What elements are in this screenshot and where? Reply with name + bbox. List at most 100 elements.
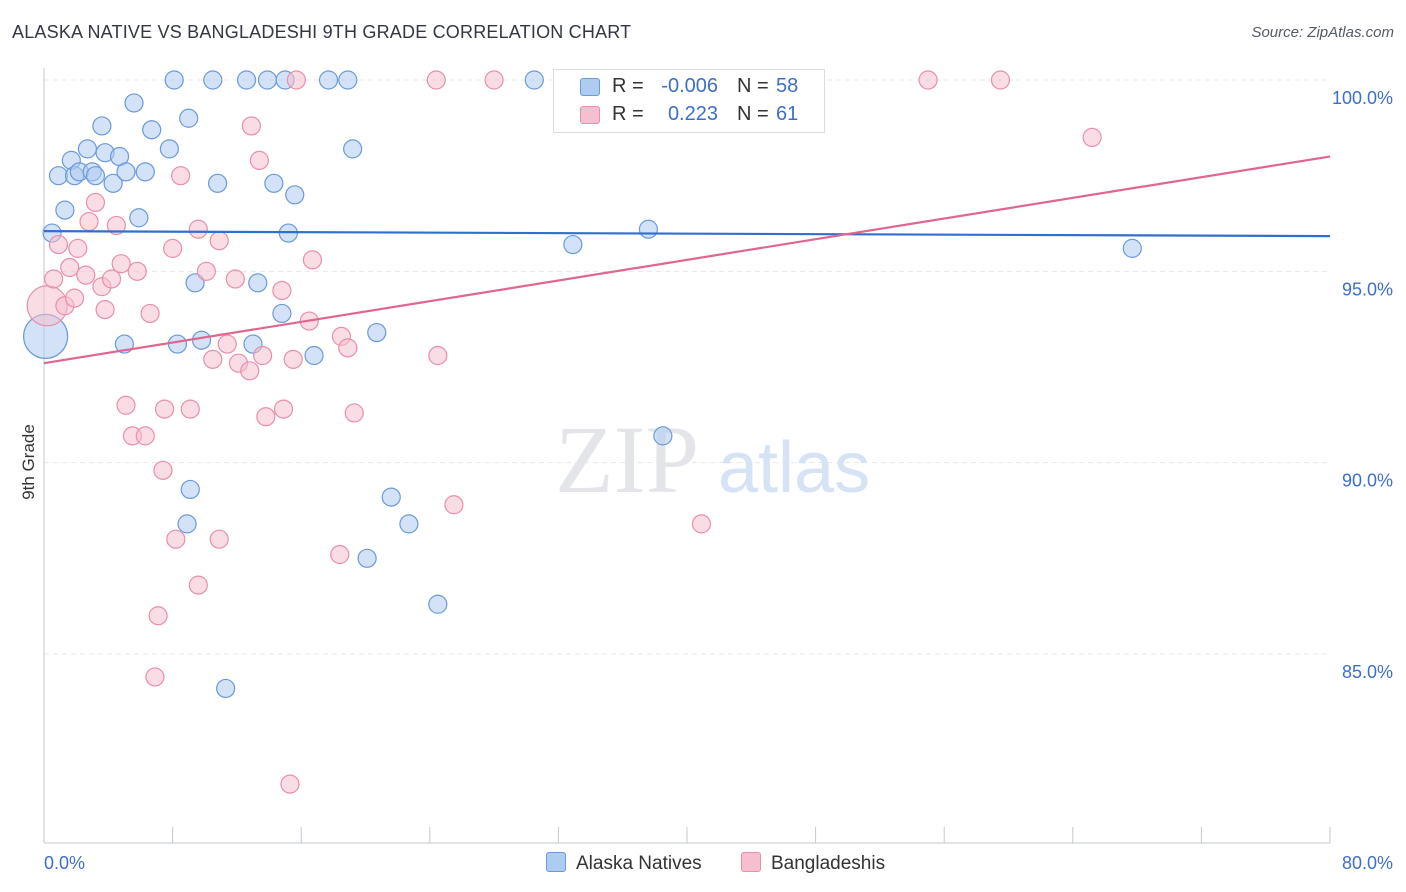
legend-n-value: 61: [776, 103, 799, 125]
bangladeshi-point: [280, 774, 300, 794]
alaska-native-point: [343, 139, 363, 159]
bangladeshi-point: [286, 70, 306, 90]
bangladeshi-point: [154, 399, 175, 419]
alaska-native-trendline: [43, 230, 1331, 238]
legend-swatch-blue: [580, 78, 600, 96]
stats-legend: R = -0.006 N = 58 R = 0.223 N = 61: [553, 69, 825, 133]
bangladeshi-point: [240, 361, 260, 381]
y-tick-label: 85.0%: [1342, 662, 1393, 682]
bangladeshi-point: [180, 399, 200, 419]
alaska-native-point: [124, 93, 144, 113]
legend-n-label: N =: [737, 75, 769, 97]
bangladeshi-point: [484, 70, 504, 90]
alaska-native-point: [159, 139, 179, 159]
alaska-native-point: [135, 162, 155, 182]
bangladeshi-point: [79, 211, 99, 232]
alaska-native-point: [216, 678, 236, 699]
legend-n-label: N =: [737, 103, 769, 125]
alaska-native-point: [318, 70, 339, 90]
legend-n-value: 58: [776, 75, 799, 97]
chart-title: ALASKA NATIVE VS BANGLADESHI 9TH GRADE C…: [12, 22, 632, 42]
bottom-legend-bangladeshis: Bangladeshis: [741, 852, 885, 875]
alaska-native-point: [272, 303, 292, 324]
bangladeshi-point: [217, 334, 237, 354]
y-tick-label: 100.0%: [1332, 88, 1393, 108]
alaska-native-point: [304, 345, 324, 366]
alaska-native-point: [164, 70, 184, 90]
bangladeshi-point: [95, 300, 115, 320]
bangladeshi-point: [241, 116, 261, 136]
alaska-native-point: [142, 120, 162, 140]
alaska-native-point: [638, 219, 659, 239]
alaska-native-point: [524, 70, 544, 90]
alaska-native-point: [357, 548, 377, 568]
bangladeshi-point: [209, 231, 229, 251]
bangladeshi-point: [85, 192, 106, 213]
bangladeshi-point: [166, 529, 186, 549]
bangladeshi-point: [302, 250, 323, 270]
alaska-native-point: [653, 426, 673, 446]
bangladeshi-point: [76, 265, 96, 285]
alaska-native-point: [103, 173, 123, 193]
legend-r-label: R =: [612, 75, 644, 97]
alaska-native-point: [381, 487, 401, 507]
alaska-native-point: [248, 273, 268, 293]
legend-r-label: R =: [612, 103, 644, 125]
bangladeshi-point: [225, 269, 245, 289]
x-tick-label: 0.0%: [44, 853, 85, 873]
bangladeshi-point: [330, 544, 350, 565]
alaska-native-point: [180, 479, 200, 500]
alaska-native-point: [264, 173, 284, 193]
alaska-native-point: [428, 594, 448, 614]
bangladeshi-point: [171, 166, 191, 186]
bangladeshi-point: [918, 70, 938, 90]
bangladeshi-trendline: [43, 155, 1331, 365]
bangladeshi-point: [140, 303, 160, 324]
bangladeshi-point: [338, 338, 358, 358]
bangladeshi-point: [209, 529, 229, 549]
bangladeshi-point: [1082, 127, 1102, 147]
bangladeshi-point: [196, 261, 216, 281]
bangladeshi-point: [48, 234, 69, 255]
bangladeshi-point: [101, 269, 122, 289]
legend-r-value: 0.223: [667, 103, 718, 125]
bangladeshi-point: [68, 238, 88, 258]
bangladeshi-point: [116, 395, 136, 415]
bangladeshi-point: [111, 254, 131, 274]
alaska-native-point: [177, 514, 197, 534]
bangladeshi-point: [691, 514, 712, 534]
bottom-legend-alaska-natives: Alaska Natives: [546, 852, 702, 875]
alaska-native-point: [167, 334, 188, 354]
x-tick-label: 80.0%: [1342, 853, 1393, 873]
alaska-native-point: [236, 70, 257, 90]
bangladeshi-point: [203, 349, 223, 369]
alaska-native-point: [116, 162, 136, 182]
alaska-native-point: [92, 116, 112, 136]
bangladeshi-point: [188, 219, 208, 239]
source-label: Source: ZipAtlas.com: [1251, 24, 1394, 41]
alaska-native-point: [1122, 238, 1142, 258]
bangladeshi-point: [253, 345, 273, 366]
bangladeshi-point: [272, 280, 292, 301]
y-axis-label: 9th Grade: [19, 424, 38, 500]
bangladeshi-point: [990, 70, 1011, 90]
bangladeshi-point: [148, 606, 168, 626]
bangladeshi-point: [44, 269, 64, 289]
alaska-native-point: [185, 273, 205, 293]
bangladeshi-point: [60, 257, 80, 278]
bangladeshi-point: [344, 403, 364, 423]
alaska-native-point: [85, 166, 106, 186]
bangladeshi-point: [188, 575, 208, 595]
alaska-native-point: [179, 108, 199, 128]
bangladeshi-point: [163, 238, 183, 258]
bangladeshi-point: [428, 345, 448, 366]
axis-layer: 85.0% 90.0% 95.0% 100.0% 0.0% 80.0%: [43, 68, 1393, 873]
bangladeshi-point: [273, 399, 294, 419]
bangladeshi-point: [426, 70, 446, 90]
bangladeshi-point: [153, 460, 173, 480]
bottom-legend-label: Bangladeshis: [771, 853, 886, 874]
bangladeshi-point: [64, 288, 85, 308]
legend-swatch-pink: [580, 106, 600, 124]
alaska-native-point: [367, 322, 387, 343]
bangladeshi-point: [256, 407, 276, 427]
